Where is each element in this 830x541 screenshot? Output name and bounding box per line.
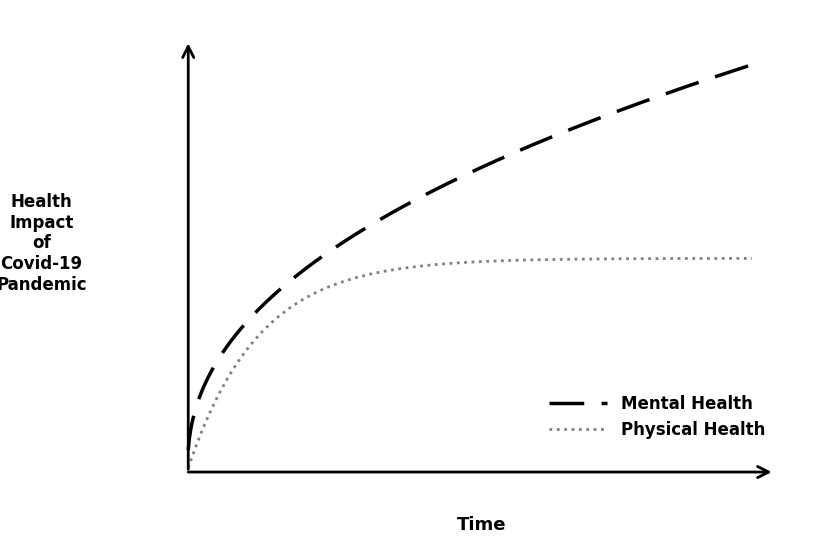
Legend: Mental Health, Physical Health: Mental Health, Physical Health bbox=[543, 388, 772, 446]
Text: Health
Impact
of
Covid-19
Pandemic: Health Impact of Covid-19 Pandemic bbox=[0, 193, 87, 294]
Text: Time: Time bbox=[457, 516, 506, 534]
